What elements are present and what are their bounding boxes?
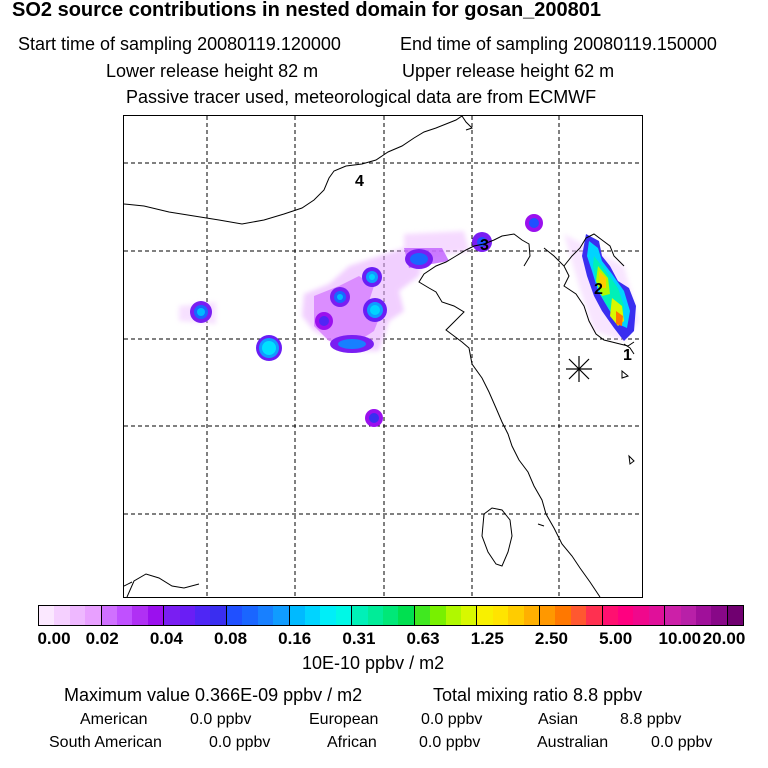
colorbar-tick-label: 0.04 bbox=[149, 629, 183, 648]
colorbar-segment bbox=[445, 606, 461, 625]
upper-height-label: Upper release height 62 m bbox=[402, 61, 615, 81]
colorbar-segment bbox=[492, 606, 509, 625]
colorbar-segment bbox=[179, 606, 196, 625]
region-value-asian: 8.8 ppbv bbox=[620, 711, 682, 728]
colorbar-tick-label: 5.00 bbox=[599, 629, 633, 648]
colorbar-segment bbox=[85, 606, 102, 625]
colorbar-segment bbox=[430, 606, 446, 625]
lower-height-label: Lower release height 82 m bbox=[106, 61, 319, 81]
colorbar-segment bbox=[164, 606, 180, 625]
source-label-2: 2 bbox=[594, 281, 603, 298]
colorbar-tick-label: 0.16 bbox=[278, 629, 312, 648]
colorbar-segment bbox=[477, 606, 493, 625]
colorbar-segment bbox=[304, 606, 321, 625]
colorbar-segment bbox=[665, 606, 681, 625]
map-title: SO2 source contributions in nested domai… bbox=[12, 0, 602, 21]
map-panel: 4 3 2 1 bbox=[123, 115, 643, 598]
colorbar-segment bbox=[680, 606, 697, 625]
colorbar-segment bbox=[523, 606, 540, 625]
region-name-australian: Australian bbox=[537, 734, 609, 751]
colorbar-segment bbox=[648, 606, 666, 625]
region-name-african: African bbox=[327, 734, 377, 751]
end-time-label: End time of sampling 20080119.150000 bbox=[400, 34, 717, 54]
region-value-european: 0.0 ppbv bbox=[421, 711, 483, 728]
colorbar-segment bbox=[101, 606, 118, 625]
region-name-american: American bbox=[80, 711, 148, 728]
colorbar-tick-label: 10.00 bbox=[658, 629, 702, 648]
graticule bbox=[124, 116, 642, 597]
colorbar-unit-label: 10E-10 ppbv / m2 bbox=[302, 653, 445, 673]
colorbar-segment bbox=[147, 606, 165, 625]
colorbar-segment bbox=[570, 606, 587, 625]
max-value-label: Maximum value 0.366E-09 ppbv / m2 bbox=[64, 685, 363, 705]
colorbar-segment bbox=[540, 606, 556, 625]
colorbar-tick-label: 0.08 bbox=[213, 629, 248, 648]
colorbar-segment bbox=[226, 606, 243, 625]
colorbar-tick-label: 1.25 bbox=[470, 629, 504, 648]
colorbar-segment bbox=[555, 606, 571, 625]
region-value-african: 0.0 ppbv bbox=[419, 734, 481, 751]
total-mixing-ratio-label: Total mixing ratio 8.8 ppbv bbox=[433, 685, 643, 705]
colorbar-segment bbox=[257, 606, 274, 625]
colorbar-segment bbox=[382, 606, 399, 625]
colorbar-tick-label: 0.00 bbox=[37, 629, 71, 648]
colorbar-tick-label: 0.31 bbox=[342, 629, 376, 648]
colorbar-segment bbox=[352, 606, 368, 625]
colorbar-segment bbox=[195, 606, 211, 625]
colorbar-segment bbox=[210, 606, 227, 625]
colorbar-segment bbox=[414, 606, 431, 625]
colorbar-segment bbox=[633, 606, 649, 625]
colorbar-segment bbox=[273, 606, 290, 625]
plume-hotspots bbox=[190, 214, 636, 427]
colorbar-segment bbox=[289, 606, 305, 625]
colorbar-segment bbox=[398, 606, 415, 625]
colorbar-segment bbox=[711, 606, 728, 625]
region-value-american: 0.0 ppbv bbox=[190, 711, 252, 728]
tracer-info-label: Passive tracer used, meteorological data… bbox=[126, 87, 597, 107]
source-label-1: 1 bbox=[623, 347, 632, 364]
colorbar-segment bbox=[242, 606, 258, 625]
colorbar-segment bbox=[335, 606, 353, 625]
colorbar-segment bbox=[54, 606, 70, 625]
colorbar-segment bbox=[132, 606, 148, 625]
colorbar-tick-label: 20.00 bbox=[702, 629, 746, 648]
colorbar-segment bbox=[727, 606, 744, 625]
colorbar-segment bbox=[602, 606, 619, 625]
region-value-australian: 0.0 ppbv bbox=[651, 734, 713, 751]
source-label-4: 4 bbox=[355, 173, 364, 190]
colorbar-segment bbox=[696, 606, 712, 625]
coastlines bbox=[123, 115, 635, 598]
colorbar-segment bbox=[39, 606, 55, 625]
colorbar-segment bbox=[508, 606, 524, 625]
colorbar-tick-label: 2.50 bbox=[534, 629, 568, 648]
asterisk-icon bbox=[566, 356, 592, 382]
region-name-asian: Asian bbox=[538, 711, 579, 728]
colorbar-tick-label: 0.02 bbox=[85, 629, 119, 648]
colorbar-segment bbox=[586, 606, 603, 625]
colorbar-segment bbox=[320, 606, 336, 625]
colorbar-segment bbox=[367, 606, 383, 625]
colorbar-tick-label: 0.63 bbox=[406, 629, 440, 648]
colorbar-segment bbox=[460, 606, 478, 625]
map-canvas: 4 3 2 1 bbox=[123, 115, 642, 598]
start-time-label: Start time of sampling 20080119.120000 bbox=[18, 34, 341, 54]
colorbar-segment bbox=[618, 606, 634, 625]
colorbar bbox=[38, 605, 744, 626]
colorbar-segment bbox=[69, 606, 86, 625]
region-name-south-american: South American bbox=[49, 734, 162, 751]
region-name-european: European bbox=[309, 711, 379, 728]
region-value-south-american: 0.0 ppbv bbox=[209, 734, 271, 751]
colorbar-segment bbox=[117, 606, 133, 625]
source-label-3: 3 bbox=[480, 237, 489, 254]
